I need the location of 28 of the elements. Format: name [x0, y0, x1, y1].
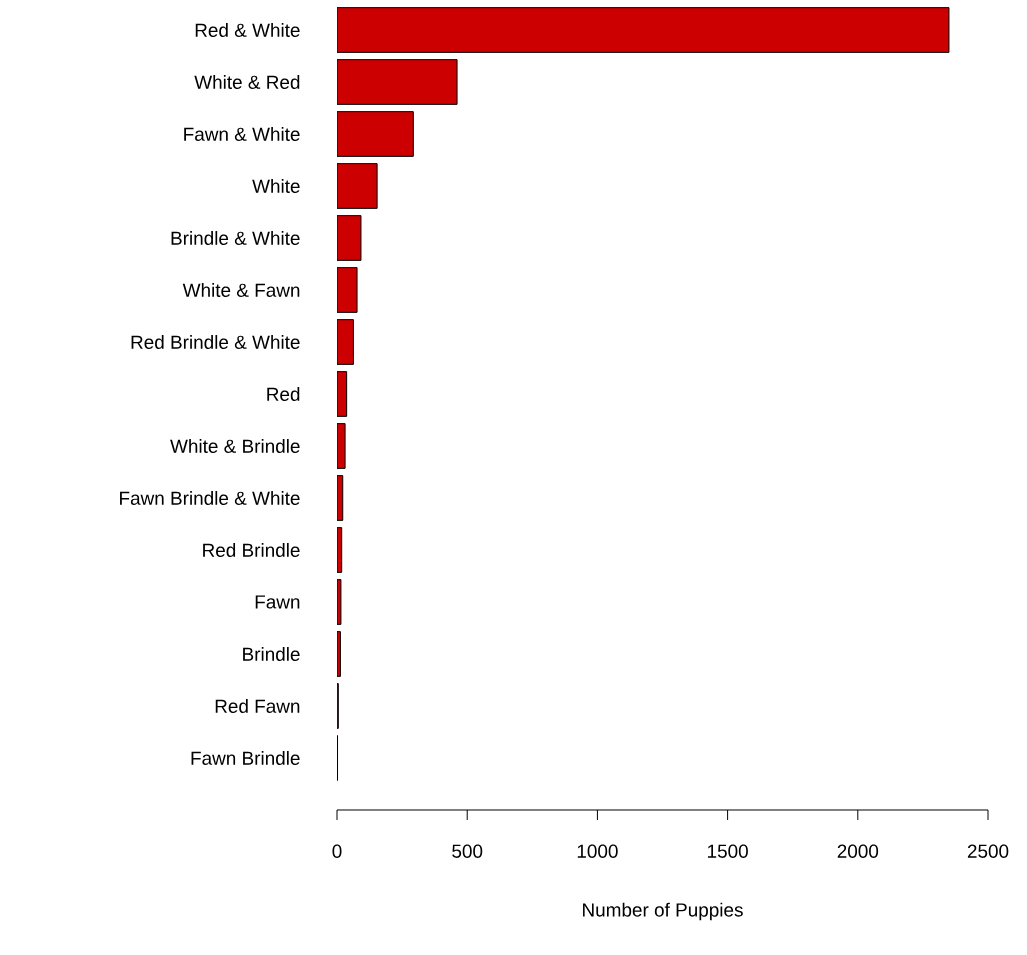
bar — [337, 7, 950, 53]
y-tick-label: White & Brindle — [170, 439, 300, 453]
bar — [337, 215, 362, 261]
y-tick-label: White — [252, 179, 300, 193]
y-tick-label: Brindle & White — [171, 231, 300, 245]
x-tick-label: 500 — [452, 844, 483, 858]
x-tick-label: 2000 — [837, 844, 879, 858]
x-axis-title: Number of Puppies — [583, 902, 743, 921]
y-tick-label: White & Fawn — [182, 283, 300, 297]
bar — [337, 59, 458, 105]
bar — [337, 319, 354, 365]
y-tick-label: Fawn & White — [184, 127, 300, 141]
x-tick-label: 1000 — [577, 844, 618, 858]
y-tick-label: Red & White — [195, 23, 300, 37]
y-tick-label: Red Brindle & White — [131, 335, 300, 349]
y-tick-label: White & Red — [194, 75, 300, 89]
x-tick-label: 0 — [332, 844, 342, 858]
y-tick-label: Fawn Brindle — [191, 751, 300, 765]
y-tick-label: Fawn Brindle & White — [120, 491, 300, 505]
y-tick-label: Brindle — [243, 647, 300, 661]
y-tick-label: Red — [267, 387, 300, 401]
y-tick-label: Red Fawn — [215, 699, 300, 713]
y-tick-label: Fawn — [255, 595, 300, 609]
y-tick-label: Red Brindle — [203, 543, 300, 557]
x-tick-label: 2500 — [967, 844, 1009, 858]
bar — [337, 163, 378, 209]
x-tick-label: 1500 — [707, 844, 748, 858]
bar — [337, 111, 414, 157]
